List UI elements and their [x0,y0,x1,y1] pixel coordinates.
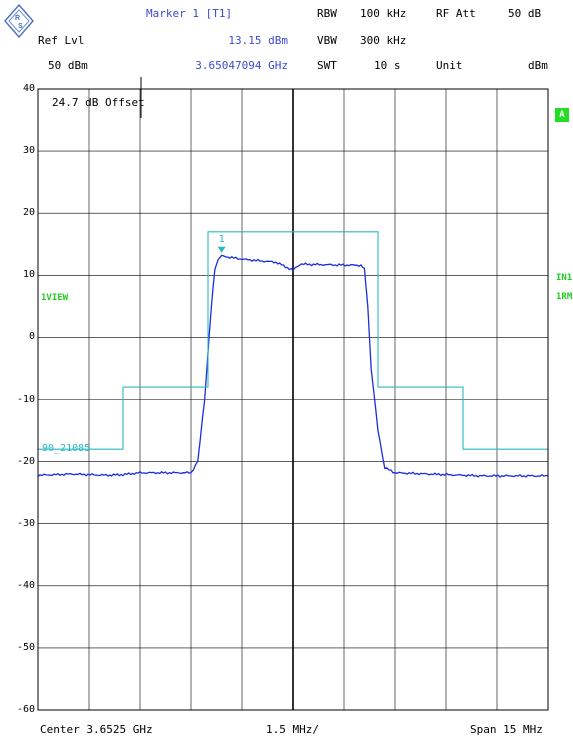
swt-value: 10 s [374,59,401,72]
limit-line [38,231,548,450]
y-tick-label: -40 [16,579,35,591]
span: Span 15 MHz [470,723,543,736]
swt-label: SWT [317,59,337,72]
y-tick-label: -30 [16,517,35,529]
vbw-value: 300 kHz [360,34,407,47]
per-division: 1.5 MHz/ [266,723,319,736]
trace-mode-label: 1VIEW [41,293,69,303]
traces [37,231,549,478]
rm-indicator: 1RM [556,292,573,302]
y-tick-label: -20 [16,455,35,467]
ref-lvl-label: Ref Lvl [38,34,85,47]
trace-a-badge: A [555,108,569,122]
y-tick-label: -60 [16,704,35,715]
plot-frame [37,88,549,711]
input-indicator: IN1 [556,273,573,283]
y-tick-label: 20 [22,207,35,219]
unit-value: dBm [528,59,548,72]
vbw-label: VBW [317,34,337,47]
rf-att-label: RF Att [436,7,476,20]
marker-1-icon [217,246,226,253]
limit-line-name: 90_21085 [42,443,91,454]
marker-level: 13.15 dBm [228,34,288,47]
marker-frequency: 3.65047094 GHz [195,59,288,72]
grid [38,89,548,710]
unit-label: Unit [436,59,463,72]
svg-text:S: S [18,23,23,30]
rohde-schwarz-logo-icon: R S [4,4,34,38]
y-tick-label: 0 [28,331,35,343]
rbw-label: RBW [317,7,337,20]
marker-label: Marker 1 [T1] [146,7,233,20]
rbw-value: 100 kHz [360,7,407,20]
offset-label: 24.7 dB Offset [52,96,145,109]
y-tick-label: -50 [16,641,35,653]
y-tick-label: 10 [22,269,35,281]
center-frequency: Center 3.6525 GHz [40,723,153,736]
rf-att-value: 50 dB [508,7,542,20]
ref-lvl-value: 50 dBm [48,59,88,72]
y-tick-label: 30 [22,145,35,157]
y-tick-label: -10 [16,393,35,405]
measurement-trace [37,254,549,478]
marker-number: 1 [218,233,225,245]
svg-text:R: R [15,15,20,22]
y-tick-label: 40 [22,83,35,94]
